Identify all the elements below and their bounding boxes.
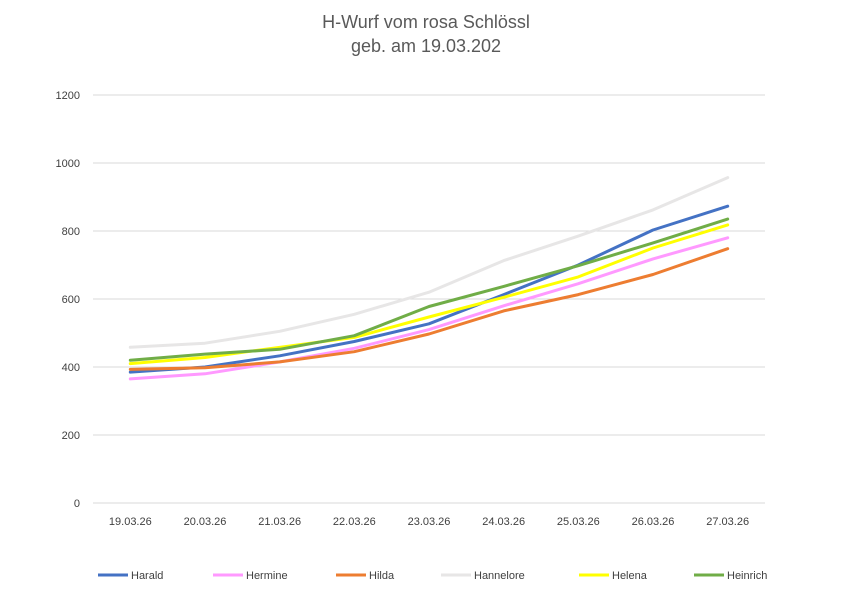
legend-item-heinrich: Heinrich <box>694 570 767 582</box>
chart-subtitle: geb. am 19.03.202 <box>351 36 501 56</box>
y-tick-label: 200 <box>62 430 80 442</box>
legend: Harald Hermine Hilda Hannelore Helena Heinric… <box>98 570 767 582</box>
x-tick-label: 21.03.26 <box>258 516 301 528</box>
series-line-hannelore <box>128 176 730 349</box>
y-tick-label: 1200 <box>56 90 80 102</box>
y-tick-label: 1000 <box>56 158 80 170</box>
series-line-heinrich <box>128 217 730 362</box>
legend-label: Harald <box>131 570 163 582</box>
legend-label: Heinrich <box>727 570 767 582</box>
x-tick-label: 23.03.26 <box>408 516 451 528</box>
chart-title: H-Wurf vom rosa Schlössl <box>322 12 530 32</box>
x-tick-label: 19.03.26 <box>109 516 152 528</box>
series-line-helena <box>128 223 730 366</box>
x-tick-label: 24.03.26 <box>482 516 525 528</box>
series-line-hilda <box>128 247 730 371</box>
x-tick-label: 25.03.26 <box>557 516 600 528</box>
y-tick-label: 600 <box>62 294 80 306</box>
gridlines <box>93 94 765 504</box>
x-tick-label: 26.03.26 <box>632 516 675 528</box>
legend-item-hannelore: Hannelore <box>441 570 525 582</box>
legend-item-harald: Harald <box>98 570 163 582</box>
y-tick-label: 0 <box>74 498 80 510</box>
legend-label: Hermine <box>246 570 288 582</box>
legend-item-helena: Helena <box>579 570 648 582</box>
x-axis: 19.03.26 20.03.26 21.03.26 22.03.26 23.03.26… <box>109 516 749 528</box>
legend-label: Hannelore <box>474 570 525 582</box>
series-lines <box>128 176 730 381</box>
legend-item-hermine: Hermine <box>213 570 288 582</box>
y-axis: 0 200 400 600 800 1000 1200 <box>56 90 80 510</box>
x-tick-label: 22.03.26 <box>333 516 376 528</box>
y-tick-label: 800 <box>62 226 80 238</box>
x-tick-label: 27.03.26 <box>706 516 749 528</box>
y-tick-label: 400 <box>62 362 80 374</box>
legend-label: Helena <box>612 570 648 582</box>
x-tick-label: 20.03.26 <box>184 516 227 528</box>
legend-item-hilda: Hilda <box>336 570 395 582</box>
series-line-hermine <box>128 236 730 381</box>
series-line-harald <box>128 204 730 374</box>
legend-label: Hilda <box>369 570 395 582</box>
